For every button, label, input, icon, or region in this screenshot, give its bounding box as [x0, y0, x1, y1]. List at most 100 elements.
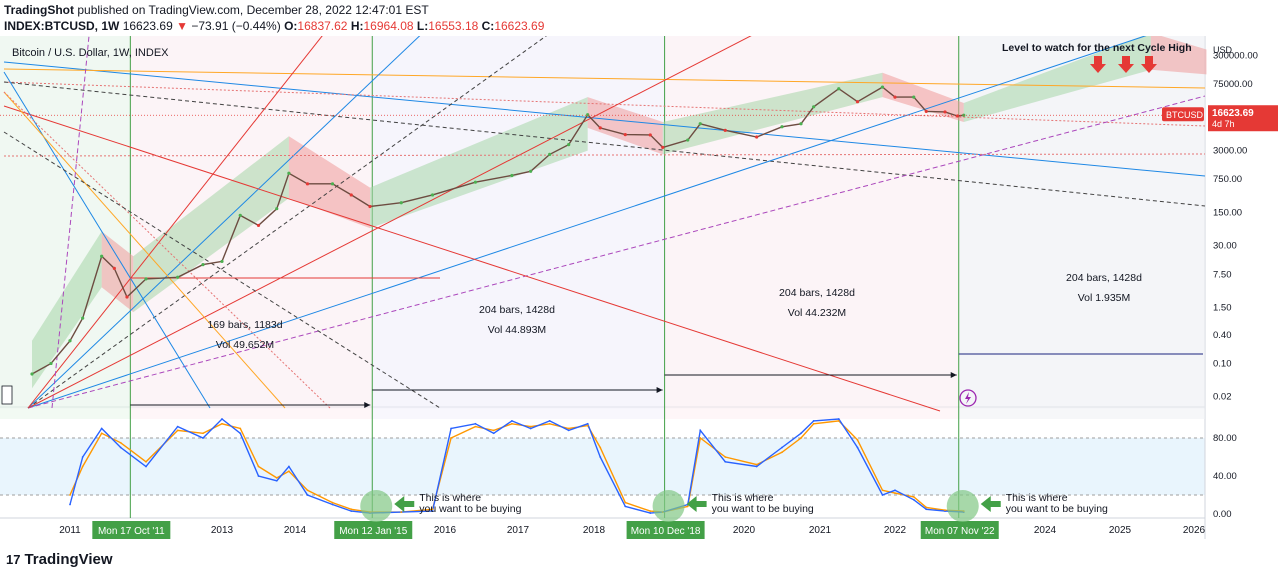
measure-arrowhead-1 [656, 387, 663, 393]
time-tick-0: 2011 [59, 525, 81, 536]
channel-zone-5 [587, 97, 663, 155]
price-point-34 [755, 135, 759, 139]
cycle-date-text-2: Mon 10 Dec '18 [631, 526, 701, 537]
price-point-1 [49, 361, 53, 366]
price-point-22 [510, 173, 514, 178]
stoch-d-point-1 [81, 465, 84, 468]
stoch-k-point-34 [781, 446, 783, 449]
price-point-9 [201, 262, 205, 267]
high-label: H: [350, 19, 364, 33]
stoch-d-point-10 [275, 477, 278, 479]
stoch-d-point-22 [529, 425, 532, 428]
publish-text: published on TradingView.com, December 2… [77, 3, 429, 17]
stoch-k-point-6 [202, 437, 204, 439]
green-arrow-icon-1 [686, 496, 707, 512]
author-name[interactable]: TradingShot [4, 3, 74, 17]
stoch-d-point-35 [800, 437, 802, 439]
stoch-d-point-11 [288, 470, 290, 473]
stoch-d-point-6 [202, 432, 204, 435]
price-tick-8: 1.50 [1213, 303, 1232, 314]
cycle-shade-2 [372, 36, 665, 419]
stoch-k-point-4 [145, 465, 147, 468]
price-chart[interactable]: USD300000.0075000.0015000.003000.00750.0… [0, 36, 1280, 551]
stoch-k-point-32 [724, 460, 727, 463]
price-point-35 [780, 125, 784, 129]
chart-left-handle-icon [1, 385, 13, 405]
stoch-k-point-37 [837, 418, 840, 420]
green-arrow-icon-0 [394, 496, 415, 512]
stoch-d-point-33 [755, 463, 758, 466]
stoch-k-point-39 [881, 494, 884, 496]
stoch-k-point-12 [306, 494, 309, 496]
price-point-27 [598, 126, 602, 130]
channel-zone-8 [963, 36, 1151, 122]
cycle-date-badge-0 [92, 521, 171, 539]
price-point-4 [100, 254, 104, 258]
trendline-8 [27, 36, 421, 409]
high-value: 16964.08 [363, 19, 414, 33]
stoch-k-point-21 [511, 420, 513, 422]
lightning-icon [959, 389, 977, 407]
stoch-k-point-25 [586, 422, 589, 425]
price-point-2 [68, 339, 72, 343]
stoch-d-point-31 [699, 437, 702, 439]
stoch-d-point-18 [450, 437, 452, 439]
stoch-d-point-25 [586, 424, 589, 427]
stoch-d-point-26 [599, 446, 602, 449]
low-value: 16553.18 [428, 19, 479, 33]
channel-zone-0 [32, 231, 102, 389]
price-point-25 [567, 143, 571, 147]
price-point-14 [287, 171, 291, 175]
symbol-label[interactable]: INDEX:BTCUSD, 1W [4, 19, 120, 33]
trendline-7 [27, 36, 752, 409]
stoch-d-point-4 [145, 460, 147, 463]
price-tick-6: 30.00 [1213, 241, 1237, 252]
stoch-k-point-11 [288, 465, 290, 468]
stoch-d-point-36 [812, 422, 815, 425]
measure-arrowhead-0 [364, 402, 371, 408]
price-point-16 [330, 182, 335, 186]
stoch-k-point-1 [81, 456, 84, 458]
price-point-42 [912, 95, 916, 99]
buy-note-line2-2: you want to be buying [1006, 503, 1108, 515]
stoch-d-point-16 [400, 511, 403, 513]
cycle-date-badge-2 [626, 521, 705, 539]
measure-vol-3: Vol 1.935M [1078, 292, 1131, 304]
channel-zone-7 [882, 72, 964, 122]
time-tick-3: 2016 [434, 525, 457, 536]
cycle-high-text: Level to watch for the next Cycle High [1002, 42, 1192, 54]
currency-label: USD [1213, 45, 1233, 55]
price-tick-7: 7.50 [1213, 269, 1232, 280]
stoch-k-point-28 [649, 512, 652, 514]
open-value: 16837.62 [297, 19, 348, 33]
tradingview-logo[interactable]: 17 TradingView [6, 551, 113, 568]
price-point-29 [648, 133, 652, 137]
stoch-d-point-21 [511, 422, 513, 425]
price-point-33 [723, 128, 727, 132]
price-tick-1: 75000.00 [1213, 79, 1253, 90]
time-tick-6: 2020 [733, 525, 756, 536]
trendline-0 [3, 61, 1206, 177]
stoch-d-point-42 [925, 506, 928, 509]
stoch-d-point-32 [724, 456, 727, 458]
time-tick-8: 2022 [884, 525, 907, 536]
chart-title: Bitcoin / U.S. Dollar, 1W, INDEX [12, 47, 169, 59]
trendline-9 [27, 36, 323, 409]
change-value: −73.91 (−0.44%) [191, 19, 281, 33]
stoch-d-point-8 [239, 427, 242, 430]
stoch-d-point-39 [881, 489, 884, 492]
stoch-band [0, 438, 1205, 495]
buy-zone-circle-1 [652, 490, 685, 522]
buy-note-line1-2: This is where [1006, 492, 1068, 504]
publish-info: TradingShot published on TradingView.com… [4, 3, 429, 17]
stoch-k-point-2 [100, 427, 103, 430]
time-tick-11: 2026 [1183, 525, 1206, 536]
price-point-36 [799, 122, 803, 126]
stoch-d-point-28 [649, 510, 652, 513]
stoch-d-point-38 [856, 439, 859, 441]
price-tick-10: 0.10 [1213, 358, 1232, 369]
price-point-28 [623, 133, 627, 137]
buy-note-line1-1: This is where [712, 492, 774, 504]
stoch-k-point-8 [239, 432, 242, 435]
trendline-11 [3, 71, 211, 409]
